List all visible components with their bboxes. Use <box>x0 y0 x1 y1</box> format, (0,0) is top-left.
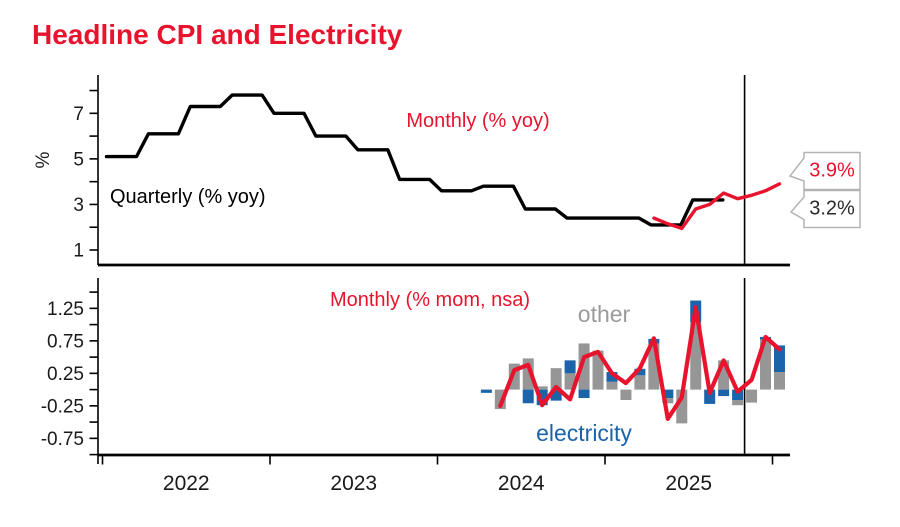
other-bar <box>676 389 688 424</box>
other-bar <box>732 400 744 406</box>
bottom-y-tick-label: -0.25 <box>41 396 84 417</box>
x-year-label: 2023 <box>330 472 377 495</box>
other-bar <box>690 322 702 390</box>
callout-quarterly-yoy-value: 3.2% <box>809 197 855 220</box>
monthly-yoy-series-label: Monthly (% yoy) <box>406 110 550 132</box>
electricity-bar <box>704 389 716 404</box>
mom-total-line <box>498 305 782 421</box>
other-bar <box>592 350 604 390</box>
electricity-bar <box>564 360 576 374</box>
electricity-bar <box>718 389 730 397</box>
electricity-bar <box>662 389 674 399</box>
callout-bubble-quarterly <box>789 189 861 229</box>
monthly-mom-series-label: Monthly (% mom, nsa) <box>329 289 531 311</box>
other-bar <box>773 372 785 390</box>
electricity-series-label: electricity <box>536 420 632 446</box>
other-bar <box>550 368 562 390</box>
other-bar <box>620 389 632 400</box>
electricity-bar <box>522 389 534 404</box>
bottom-y-tick-label: 1.25 <box>47 299 84 320</box>
electricity-bar <box>550 389 562 401</box>
bottom-y-tick-label: -0.75 <box>41 429 84 450</box>
bottom-y-tick-label: 0.25 <box>47 364 84 385</box>
other-bar <box>662 398 674 404</box>
other-series-label: other <box>577 301 631 327</box>
electricity-bar <box>480 389 492 393</box>
electricity-bar <box>536 389 548 406</box>
electricity-bar <box>578 389 590 399</box>
x-year-label: 2024 <box>498 472 545 495</box>
top-y-axis-title: % <box>33 151 54 168</box>
top-y-tick-label: 3 <box>73 195 84 216</box>
electricity-bar <box>606 372 618 382</box>
electricity-bar <box>732 389 744 400</box>
other-bar <box>564 373 576 390</box>
other-bar <box>522 358 534 390</box>
other-bar <box>578 343 590 390</box>
chart-title: Headline CPI and Electricity <box>32 19 403 50</box>
monthly-yoy-line <box>652 182 782 231</box>
callout-monthly-yoy-value: 3.9% <box>809 159 855 182</box>
top-y-tick-label: 7 <box>73 104 84 125</box>
quarterly-step-line <box>104 93 725 227</box>
other-bar <box>648 343 660 390</box>
other-bar <box>746 389 758 403</box>
bottom-y-tick-label: 0.75 <box>47 331 84 352</box>
callout-bubble-monthly <box>788 151 861 191</box>
top-y-tick-label: 5 <box>73 149 84 170</box>
other-bar <box>494 389 506 410</box>
other-bar <box>508 363 520 390</box>
other-bar <box>606 381 618 390</box>
top-y-tick-label: 1 <box>73 241 84 262</box>
x-year-label: 2022 <box>163 472 210 495</box>
other-bar <box>634 375 646 390</box>
other-bar <box>760 338 772 390</box>
other-bar <box>718 360 730 390</box>
x-year-label: 2025 <box>665 472 712 495</box>
other-bar <box>536 386 548 390</box>
electricity-bar <box>634 368 646 376</box>
electricity-bar <box>773 345 785 373</box>
quarterly-series-label: Quarterly (% yoy) <box>110 186 266 208</box>
